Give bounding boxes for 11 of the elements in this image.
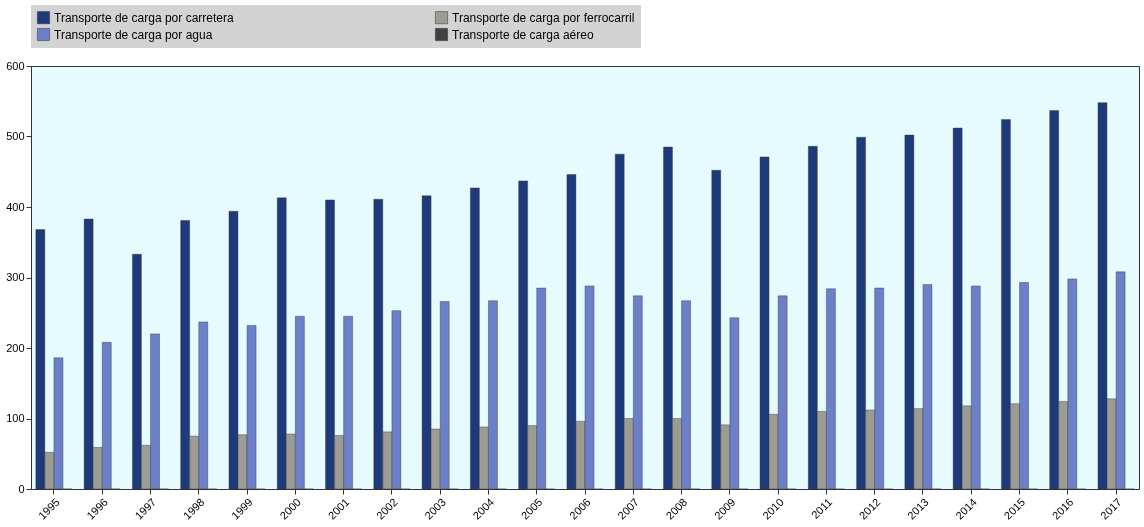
y-tick-label: 300 <box>6 271 25 283</box>
legend-label: Transporte de carga por carretera <box>54 10 234 25</box>
y-tick-label: 100 <box>6 412 25 424</box>
legend-label: Transporte de carga aéreo <box>452 27 594 42</box>
y-tick-label: 0 <box>18 482 25 495</box>
y-tick-label: 500 <box>6 130 25 142</box>
y-tick-label: 400 <box>6 200 25 213</box>
legend-label: Transporte de carga por ferrocarril <box>452 10 635 25</box>
y-tick-label: 200 <box>6 341 25 354</box>
legend-label: Transporte de carga por agua <box>54 27 213 42</box>
y-tick-label: 600 <box>6 59 25 72</box>
